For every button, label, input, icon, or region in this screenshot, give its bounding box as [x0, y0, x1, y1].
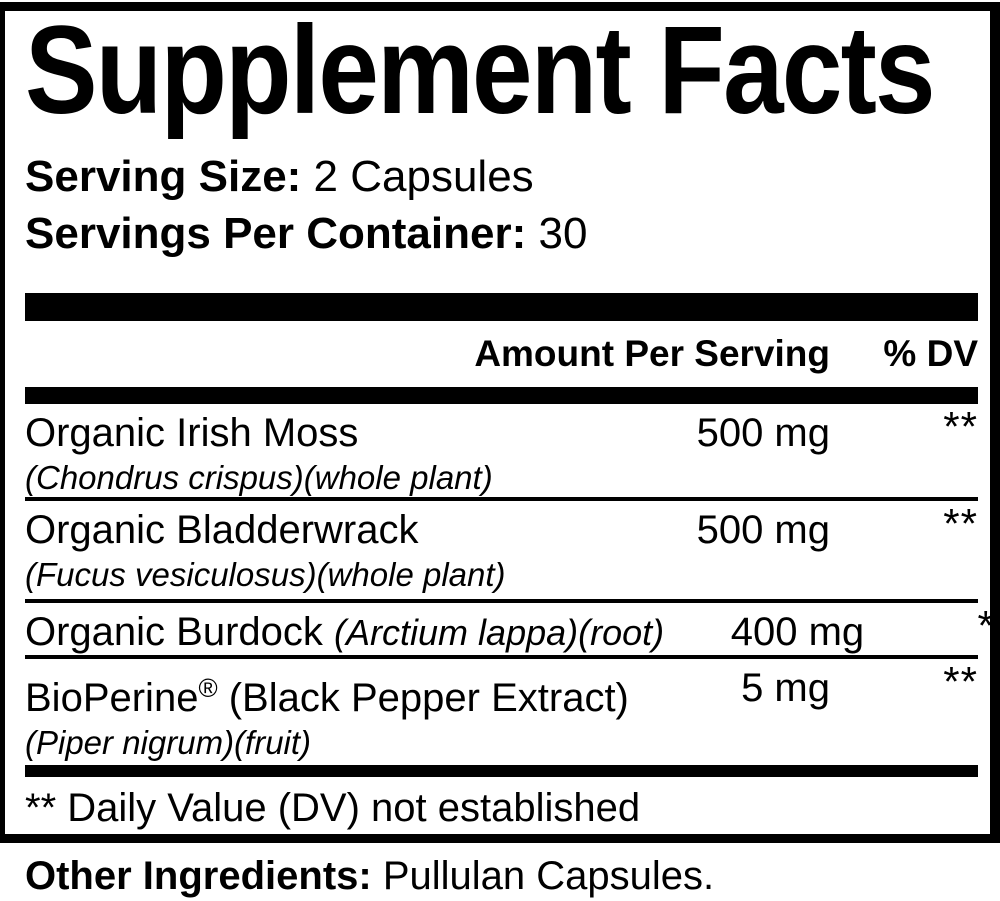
dv-cell: ** [943, 658, 978, 705]
ingredient-name: Organic Bladderwrack [25, 508, 419, 552]
title-text: Supplement Facts [25, 1, 936, 140]
amount-cell: 400 mg [730, 610, 865, 654]
dv-cell: ** [943, 403, 978, 450]
table-row: Organic Burdock (Arctium lappa)(root) 40… [25, 603, 1000, 659]
serving-size-line: Serving Size: 2 Capsules [25, 148, 978, 205]
percent-dv-header: % DV [883, 333, 978, 374]
servings-per-container-line: Servings Per Container: 30 [25, 205, 978, 262]
page-title: Supplement Facts [25, 1, 978, 140]
dv-cell: ** [977, 602, 1000, 649]
amount-cell: 500 mg [696, 508, 830, 552]
serving-size-value: 2 Capsules [313, 152, 534, 201]
table-row: Organic Irish Moss (Chondrus crispus)(wh… [25, 404, 978, 501]
ingredient-name-paren: (Black Pepper Extract) [228, 676, 629, 720]
ingredient-botanical-inline: (Arctium lappa)(root) [334, 612, 665, 653]
top-rule-bar [25, 293, 978, 321]
ingredient-cell: Organic Irish Moss (Chondrus crispus)(wh… [25, 404, 630, 498]
amount-per-serving-header: Amount Per Serving [474, 333, 830, 374]
ingredient-name: BioPerine® (Black Pepper Extract) [25, 673, 629, 720]
ingredient-cell: Organic Burdock (Arctium lappa)(root) [25, 603, 664, 658]
serving-info: Serving Size: 2 Capsules Servings Per Co… [25, 148, 978, 262]
ingredient-name: Organic Irish Moss [25, 411, 359, 455]
facts-border-box: Supplement Facts Serving Size: 2 Capsule… [0, 2, 1000, 843]
footnote-rule-bar [25, 765, 978, 777]
ingredient-botanical: (Piper nigrum)(fruit) [25, 724, 312, 761]
servings-per-container-value: 30 [538, 209, 588, 258]
registered-trademark-symbol: ® [198, 673, 218, 703]
other-ingredients-line: Other Ingredients: Pullulan Capsules. [25, 853, 714, 899]
ingredient-cell: Organic Bladderwrack (Fucus vesiculosus)… [25, 501, 630, 599]
header-rule-bar [25, 387, 978, 404]
serving-size-label: Serving Size: [25, 152, 302, 201]
table-row: Organic Bladderwrack (Fucus vesiculosus)… [25, 501, 978, 603]
servings-per-container-label: Servings Per Container: [25, 209, 527, 258]
amount-cell: 500 mg [696, 411, 830, 455]
ingredient-name: Organic Burdock (Arctium lappa)(root) [25, 610, 665, 654]
table-header-row: Amount Per Serving % DV [25, 321, 978, 387]
ingredient-botanical: (Fucus vesiculosus)(whole plant) [25, 556, 506, 593]
ingredient-botanical: (Chondrus crispus)(whole plant) [25, 459, 493, 496]
facts-content: Supplement Facts Serving Size: 2 Capsule… [5, 1, 1000, 834]
other-ingredients-value: Pullulan Capsules. [382, 854, 715, 898]
dv-cell: ** [943, 500, 978, 547]
daily-value-footnote: ** Daily Value (DV) not established [25, 786, 641, 830]
amount-cell: 5 mg [741, 666, 830, 710]
ingredient-cell: BioPerine® (Black Pepper Extract) (Piper… [25, 659, 630, 765]
other-ingredients-label: Other Ingredients: [25, 854, 372, 898]
table-row: BioPerine® (Black Pepper Extract) (Piper… [25, 659, 978, 765]
